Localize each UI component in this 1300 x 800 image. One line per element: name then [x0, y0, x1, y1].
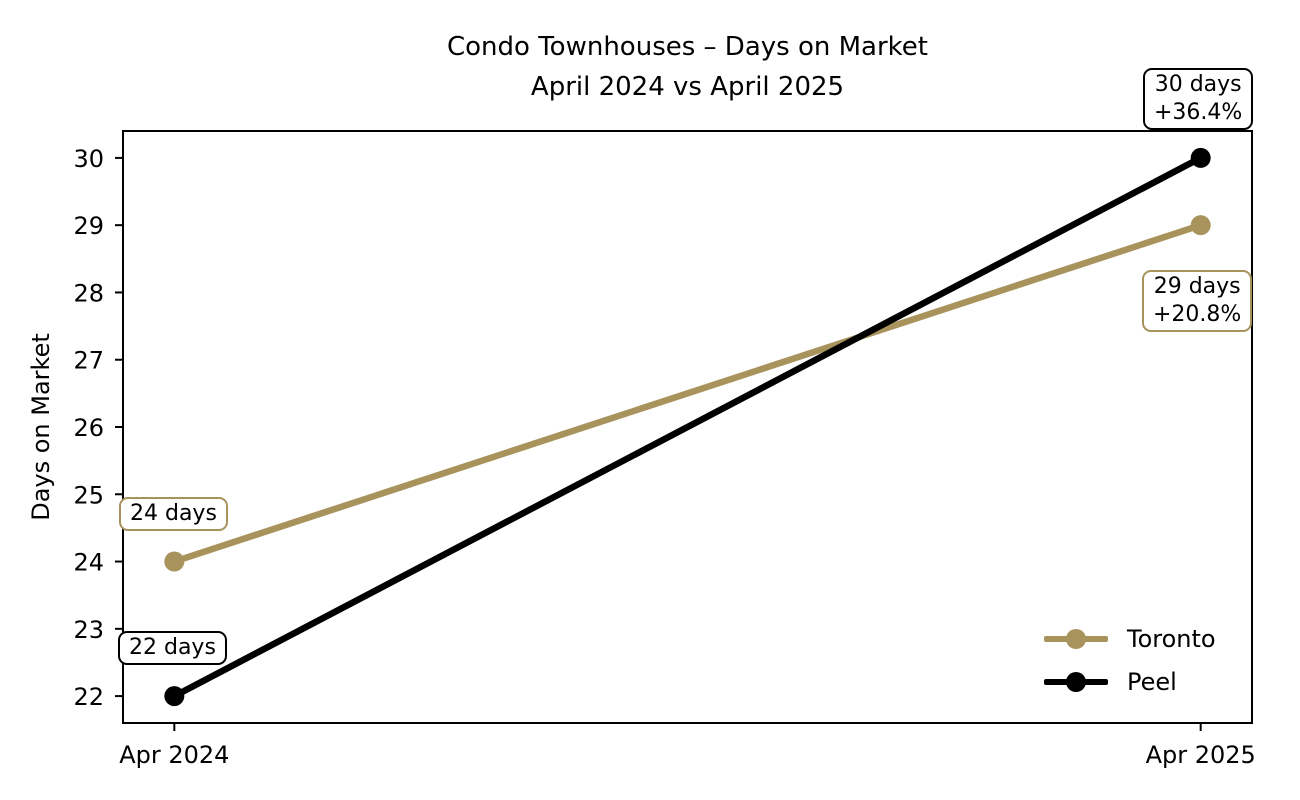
annotation-value: 24 days: [130, 501, 217, 526]
annotation-value: 29 days: [1153, 274, 1241, 299]
chart-title: Condo Townhouses – Days on Market April …: [123, 27, 1252, 107]
svg-text:27: 27: [73, 347, 104, 375]
legend-marker-icon: [1066, 672, 1086, 692]
svg-text:23: 23: [73, 616, 104, 644]
legend: Toronto Peel: [1044, 624, 1216, 697]
annotation-value: 30 days: [1154, 72, 1242, 97]
legend-sample: [1044, 627, 1108, 651]
annotation-box: 29 days +20.8%: [1142, 270, 1253, 332]
svg-text:28: 28: [73, 279, 104, 307]
annotation-value: 22 days: [129, 635, 216, 660]
svg-text:24: 24: [73, 549, 104, 577]
annotation-box: 22 days: [118, 631, 227, 665]
svg-text:30: 30: [73, 145, 104, 173]
annotation-box: 30 days +36.4%: [1143, 68, 1254, 130]
legend-item-toronto: Toronto: [1044, 624, 1216, 654]
legend-sample: [1044, 670, 1108, 694]
legend-label: Peel: [1127, 668, 1177, 696]
annotation-change: +20.8%: [1153, 302, 1242, 327]
y-axis-label: Days on Market: [27, 333, 55, 521]
svg-text:22: 22: [73, 683, 104, 711]
svg-text:Apr 2024: Apr 2024: [119, 741, 229, 769]
svg-text:29: 29: [73, 212, 104, 240]
svg-text:Apr 2025: Apr 2025: [1146, 741, 1256, 769]
svg-text:26: 26: [73, 414, 104, 442]
legend-label: Toronto: [1127, 625, 1216, 653]
annotation-change: +36.4%: [1154, 100, 1243, 125]
chart-title-line1: Condo Townhouses – Days on Market: [447, 32, 928, 62]
chart-title-line2: April 2024 vs April 2025: [530, 72, 845, 102]
legend-marker-icon: [1066, 629, 1086, 649]
svg-text:25: 25: [73, 481, 104, 509]
legend-item-peel: Peel: [1044, 667, 1216, 697]
annotation-box: 24 days: [119, 497, 228, 531]
